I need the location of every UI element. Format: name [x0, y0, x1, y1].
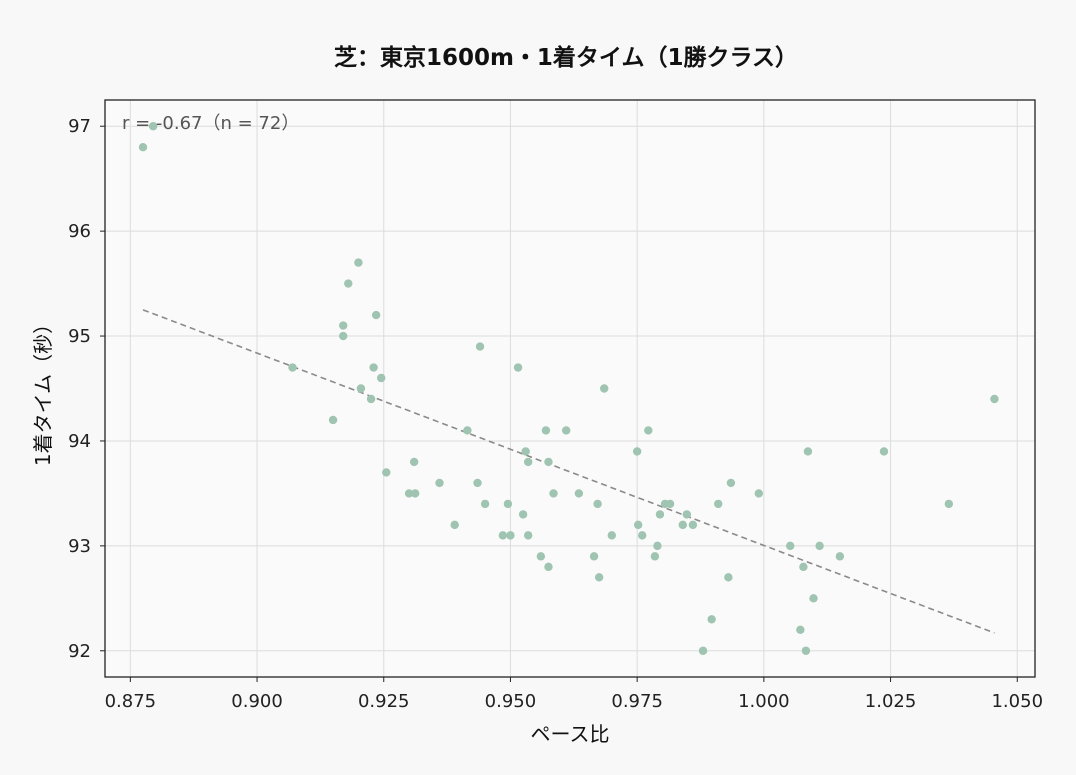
x-tick-label: 0.950	[485, 691, 537, 712]
data-point	[600, 384, 609, 393]
data-point	[801, 646, 811, 655]
data-point	[410, 489, 420, 498]
y-tick-label: 93	[68, 536, 91, 557]
data-point	[506, 531, 515, 540]
data-point	[638, 531, 647, 540]
data-point	[650, 552, 660, 561]
data-point	[473, 478, 482, 488]
data-point	[404, 489, 414, 498]
x-tick-label: 0.975	[611, 691, 663, 712]
data-point	[523, 531, 533, 540]
trend-line	[142, 309, 995, 634]
data-point	[714, 499, 723, 509]
plot-frame	[104, 99, 1036, 678]
data-point	[593, 499, 602, 509]
data-point	[366, 394, 376, 404]
x-axis-label: ペース比	[531, 722, 610, 746]
data-point	[561, 426, 571, 435]
data-point	[724, 573, 733, 582]
data-point	[682, 510, 692, 519]
y-tick-label: 96	[68, 221, 91, 242]
data-point	[653, 541, 662, 551]
data-point	[288, 363, 297, 372]
data-point	[344, 279, 353, 288]
chart-title: 芝：東京1600m・1着タイム（1勝クラス）	[334, 44, 798, 71]
x-tick-label: 1.025	[865, 691, 917, 712]
data-point	[655, 510, 665, 519]
x-tick-label: 0.925	[358, 691, 410, 712]
data-point	[138, 143, 148, 152]
data-point	[678, 520, 687, 530]
data-point	[409, 457, 419, 467]
data-point	[990, 394, 999, 404]
data-point	[809, 594, 818, 603]
y-tick-label: 92	[68, 641, 91, 662]
data-point	[498, 531, 508, 540]
data-point	[541, 426, 551, 435]
data-point	[521, 447, 530, 456]
data-point	[594, 573, 604, 582]
data-point	[879, 447, 889, 456]
data-point	[354, 258, 363, 267]
x-tick-label: 1.050	[991, 691, 1043, 712]
data-point	[633, 520, 643, 530]
data-point	[665, 499, 675, 509]
y-tick-label: 97	[68, 116, 91, 137]
data-point	[369, 363, 378, 372]
y-tick-label: 94	[68, 431, 91, 452]
data-point	[754, 489, 763, 498]
plot-area	[105, 100, 1035, 677]
data-point	[371, 310, 381, 320]
data-point	[607, 531, 617, 540]
x-axis-ticks: 0.875 0.900 0.925 0.950 0.975 1.000 1.025 1.050	[105, 677, 1043, 712]
data-point	[786, 541, 795, 551]
data-point	[698, 646, 708, 655]
data-point	[382, 468, 391, 477]
trend-line-group	[142, 309, 995, 634]
x-tick-label: 0.875	[105, 691, 157, 712]
data-point	[707, 615, 716, 624]
data-point	[475, 342, 485, 351]
data-point	[503, 499, 513, 509]
data-point	[815, 541, 824, 551]
data-point	[574, 489, 584, 498]
data-point	[518, 510, 528, 519]
data-point	[944, 499, 954, 509]
data-point	[835, 552, 845, 561]
data-point	[726, 478, 736, 488]
y-axis-label: 1着タイム（秒）	[31, 314, 55, 466]
data-point	[328, 415, 338, 425]
data-point	[549, 489, 558, 498]
data-point	[799, 562, 808, 572]
data-point	[544, 562, 553, 572]
data-point	[148, 122, 158, 131]
data-point	[513, 363, 523, 372]
data-point	[688, 520, 698, 530]
data-point	[644, 426, 653, 435]
data-point	[589, 552, 599, 561]
data-point	[339, 331, 348, 341]
data-point	[450, 520, 459, 530]
y-tick-label: 95	[68, 326, 91, 347]
data-point	[480, 499, 490, 509]
data-point	[435, 478, 444, 488]
correlation-annotation: r = -0.67（n = 72）	[122, 113, 299, 134]
data-point	[339, 321, 348, 330]
data-point	[632, 447, 642, 456]
data-point	[356, 384, 366, 393]
data-point	[536, 552, 546, 561]
data-point	[463, 426, 472, 435]
x-tick-label: 1.000	[738, 691, 790, 712]
data-point	[377, 373, 386, 383]
data-point	[803, 447, 813, 456]
gridlines	[105, 100, 1035, 677]
data-point	[523, 457, 533, 467]
y-axis-ticks: 92 93 94 95 96 97	[68, 116, 105, 662]
data-points	[138, 122, 999, 655]
data-point	[544, 457, 553, 467]
data-point	[796, 625, 805, 634]
x-tick-label: 0.900	[231, 691, 283, 712]
